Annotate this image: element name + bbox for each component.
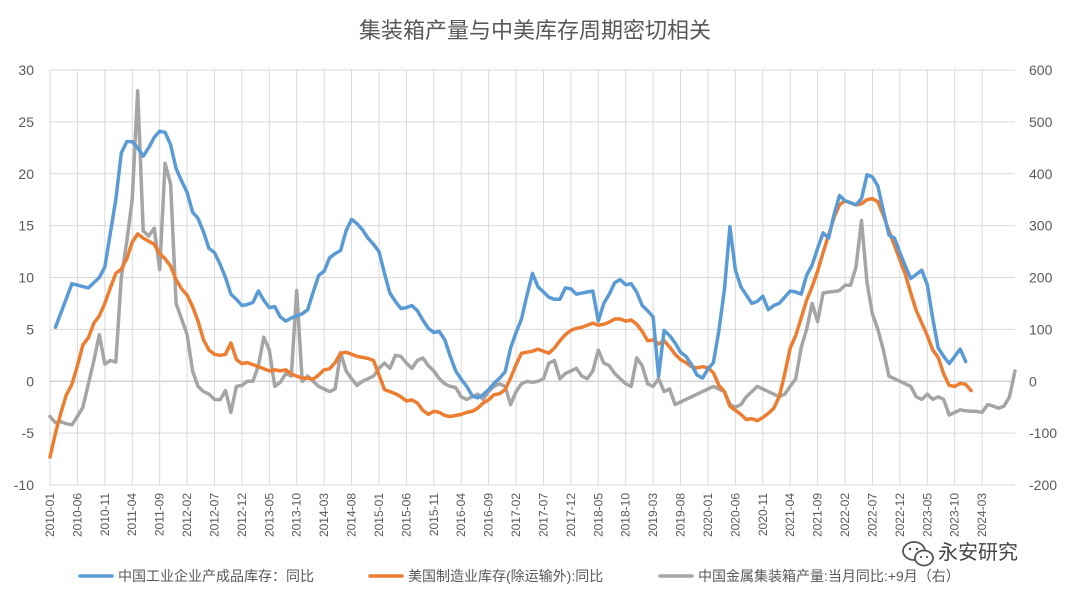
series-line-1: [53, 129, 968, 400]
x-tick-label: 2011-09: [153, 493, 167, 536]
x-tick-label: 2016-09: [482, 493, 496, 537]
grid: [49, 69, 1015, 486]
y-axis-right: -200 -100 0 100 200 300 400 500 600: [1029, 62, 1057, 493]
y-right-tick-label: 0: [1029, 373, 1037, 389]
y-right-tick-label: 100: [1029, 321, 1053, 337]
x-tick-label: 2015-01: [372, 493, 386, 537]
legend: 中国工业企业产成品库存：同比 美国制造业库存(除运输外):同比 中国金属集装箱产量:…: [78, 568, 960, 584]
x-tick-label: 2019-08: [674, 493, 688, 537]
y-right-tick-label: 400: [1029, 166, 1053, 182]
x-tick-label: 2018-10: [619, 493, 633, 537]
x-tick-label: 2017-12: [564, 493, 578, 537]
x-tick-label: 2021-09: [811, 493, 825, 537]
x-tick-label: 2010-01: [43, 493, 57, 537]
series-line-3: [48, 89, 1017, 427]
y-right-tick-label: 600: [1029, 62, 1053, 78]
x-tick-label: 2010-06: [70, 493, 84, 537]
legend-label-2: 美国制造业库存(除运输外):同比: [408, 568, 603, 584]
x-tick-label: 2020-01: [701, 493, 715, 537]
series-line-2: [48, 196, 973, 459]
x-tick-label: 2015-06: [399, 493, 413, 537]
x-tick-label: 2017-07: [536, 493, 550, 537]
legend-label-1: 中国工业企业产成品库存：同比: [118, 568, 314, 584]
x-tick-label: 2012-02: [180, 493, 194, 537]
x-tick-label: 2020-06: [728, 493, 742, 537]
x-tick-label: 2022-07: [865, 493, 879, 537]
x-tick-label: 2011-04: [125, 493, 139, 536]
watermark: 永安研究: [902, 541, 1018, 567]
x-tick-label: 2021-04: [783, 493, 797, 537]
x-tick-label: 2019-03: [646, 493, 660, 537]
x-tick-label: 2016-04: [454, 493, 468, 537]
x-tick-label: 2024-03: [975, 493, 989, 537]
y-left-tick-label: 20: [18, 166, 34, 182]
x-tick-label: 2012-07: [207, 493, 221, 537]
watermark-text: 永安研究: [938, 541, 1018, 564]
y-left-tick-label: 0: [26, 373, 34, 389]
x-tick-label: 2020-11: [756, 493, 770, 536]
y-right-tick-label: 300: [1029, 218, 1053, 234]
x-tick-label: 2022-12: [893, 493, 907, 537]
x-tick-label: 2014-08: [345, 493, 359, 537]
x-axis: 2010-01 2010-06 2010-11 2011-04 2011-09 2012-…: [43, 493, 989, 537]
x-tick-label: 2013-10: [290, 493, 304, 537]
x-tick-label: 2022-02: [838, 493, 852, 537]
series-layer: [48, 89, 1017, 459]
y-left-tick-label: 30: [18, 62, 34, 78]
y-left-tick-label: -10: [14, 477, 34, 493]
y-left-tick-label: 25: [18, 114, 34, 130]
x-tick-label: 2013-05: [262, 493, 276, 537]
y-left-tick-label: 10: [18, 270, 34, 286]
wechat-icon: [902, 541, 934, 567]
x-tick-label: 2023-05: [920, 493, 934, 537]
y-left-tick-label: 5: [26, 321, 34, 337]
x-tick-label: 2023-10: [948, 493, 962, 537]
y-right-tick-label: -200: [1029, 477, 1057, 493]
x-tick-label: 2015-11: [427, 493, 441, 536]
y-right-tick-label: 200: [1029, 270, 1053, 286]
x-tick-label: 2014-03: [317, 493, 331, 537]
x-tick-label: 2010-11: [98, 493, 112, 536]
y-axis-left: -10 -5 0 5 10 15 20 25 30: [14, 62, 34, 493]
x-tick-label: 2017-02: [509, 493, 523, 537]
y-left-tick-label: 15: [18, 218, 34, 234]
y-right-tick-label: -100: [1029, 425, 1057, 441]
x-tick-label: 2018-05: [591, 493, 605, 537]
y-right-tick-label: 500: [1029, 114, 1053, 130]
legend-label-3: 中国金属集装箱产量:当月同比:+9月（右）: [698, 568, 960, 584]
y-left-tick-label: -5: [22, 425, 35, 441]
chart-title: 集装箱产量与中美库存周期密切相关: [359, 18, 711, 43]
x-tick-label: 2012-12: [235, 493, 249, 537]
